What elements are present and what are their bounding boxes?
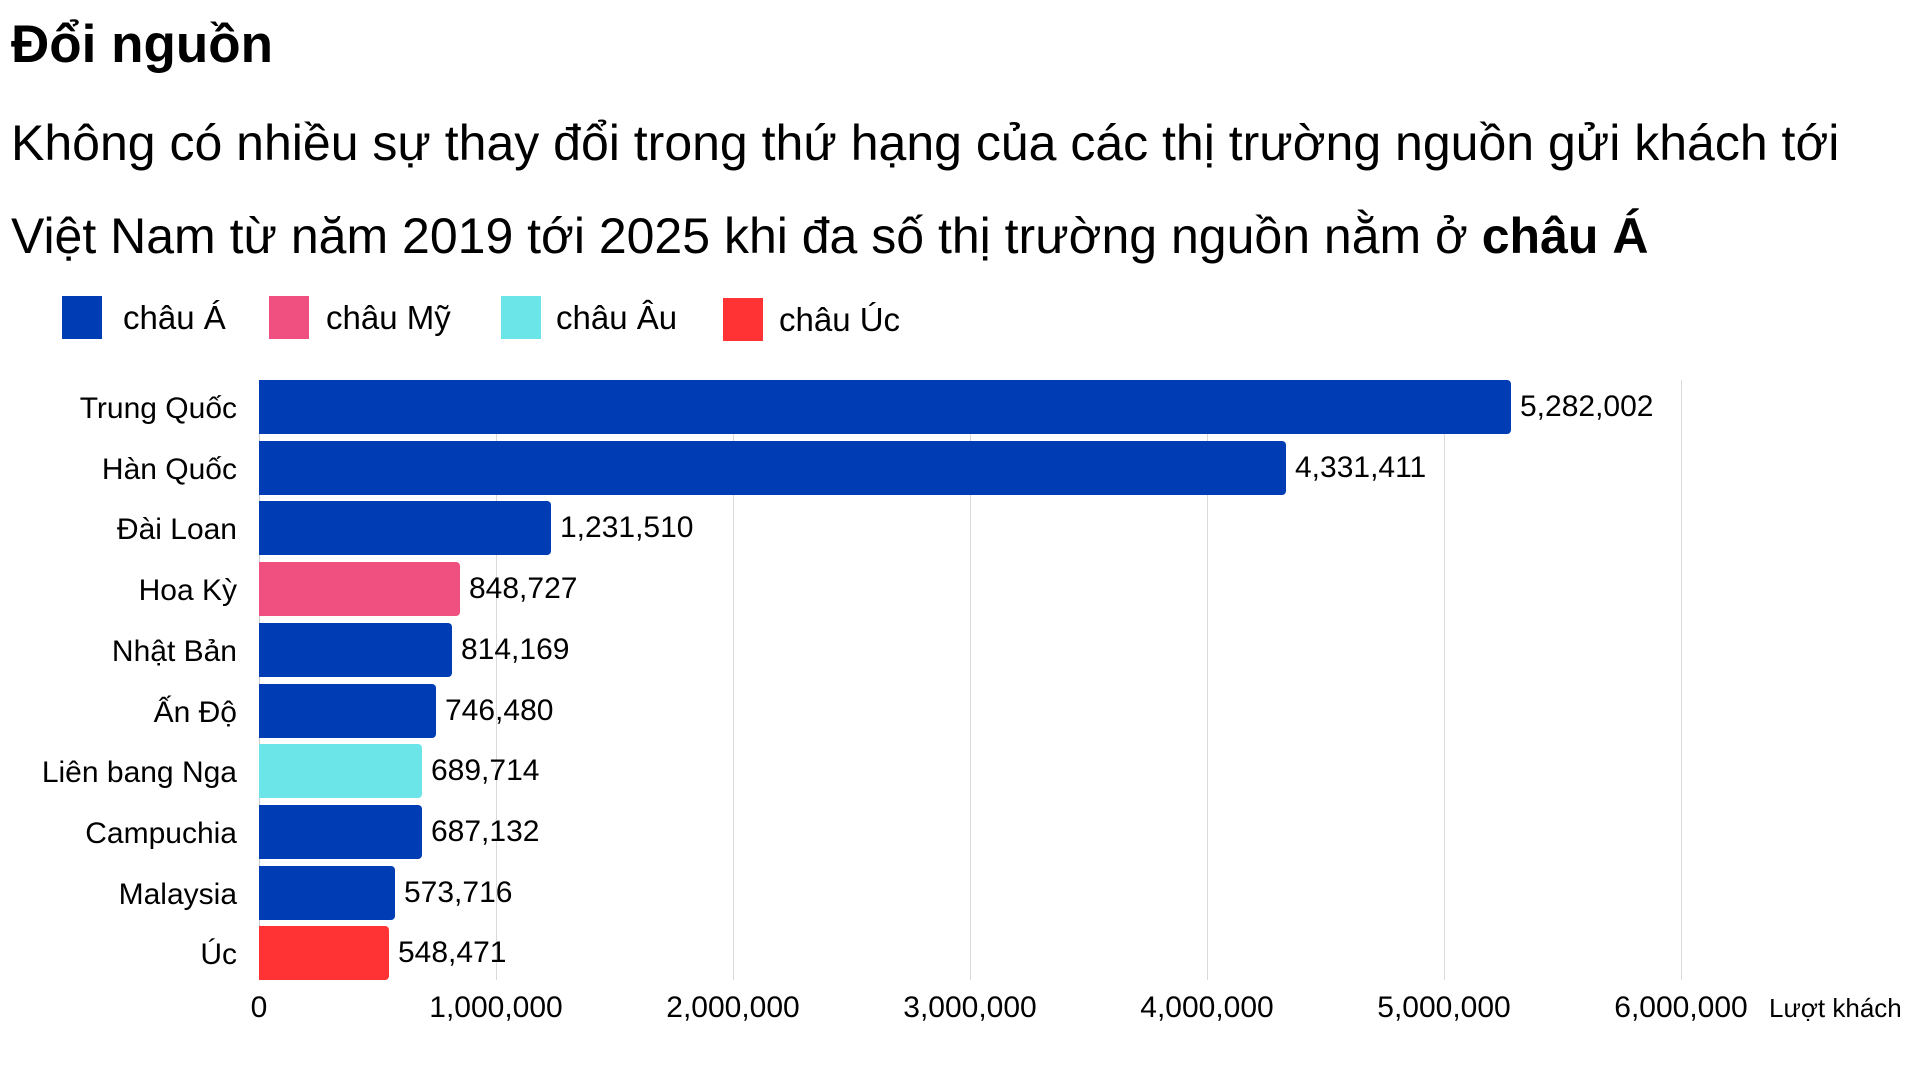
bar [259,684,436,738]
legend-label-europe: châu Âu [556,299,678,336]
category-label: Hàn Quốc [101,453,237,486]
bar-value-label: 1,231,510 [560,511,694,544]
legend-label-america: châu Mỹ [326,299,451,336]
bar [259,623,452,677]
legend-label-oceania: châu Úc [779,301,901,338]
plot-area: 5,282,002 4,331,411 1,231,510 848,727 814,16… [259,380,1759,980]
bar [259,441,1286,495]
bar-value-label: 689,714 [431,754,540,787]
legend-label-asia: châu Á [123,299,226,336]
bar-value-label: 548,471 [398,936,507,969]
x-axis-unit-label: Lượt khách [1769,993,1902,1023]
legend-swatch-europe [501,296,541,339]
legend-swatch-america [269,296,309,339]
x-tick-label: 2,000,000 [666,991,800,1024]
bar-value-label: 4,331,411 [1295,451,1427,484]
gridline [1444,380,1445,980]
category-label: Úc [200,938,237,971]
legend-swatch-oceania [723,298,763,341]
chart-title: Đổi nguồn [11,15,273,74]
category-label: Ấn Độ [153,696,237,729]
x-tick-label: 0 [250,991,268,1024]
category-label: Đài Loan [116,513,237,546]
category-label: Trung Quốc [79,392,237,425]
x-tick-label: 5,000,000 [1377,991,1511,1024]
y-axis-line [259,380,260,980]
bar-value-label: 746,480 [445,694,554,727]
x-tick-label: 6,000,000 [1614,991,1748,1024]
category-label: Campuchia [85,817,237,850]
x-tick-label: 1,000,000 [429,991,563,1024]
subtitle-text: Không có nhiều sự thay đổi trong thứ hạn… [11,115,1840,264]
category-label: Liên bang Nga [41,756,237,789]
subtitle-highlight: châu Á [1481,208,1649,264]
bar [259,926,389,980]
chart-subtitle: Không có nhiều sự thay đổi trong thứ hạn… [11,97,1911,283]
bar-value-label: 848,727 [469,572,578,605]
legend-swatch-asia [62,296,102,339]
x-tick-label: 4,000,000 [1140,991,1274,1024]
gridline [1681,380,1682,980]
bar-value-label: 814,169 [461,633,570,666]
bar [259,562,460,616]
x-tick-label: 3,000,000 [903,991,1037,1024]
category-label: Hoa Kỳ [138,574,237,607]
bar [259,380,1511,434]
bar [259,805,422,859]
category-label: Nhật Bản [111,635,237,668]
gridline [1207,380,1208,980]
category-label: Malaysia [118,878,237,911]
gridline [496,380,497,980]
bar [259,866,395,920]
bar [259,501,551,555]
bar [259,744,422,798]
bar-value-label: 687,132 [431,815,540,848]
gridline [733,380,734,980]
gridline [970,380,971,980]
bar-value-label: 573,716 [404,876,513,909]
bar-value-label: 5,282,002 [1520,390,1654,423]
